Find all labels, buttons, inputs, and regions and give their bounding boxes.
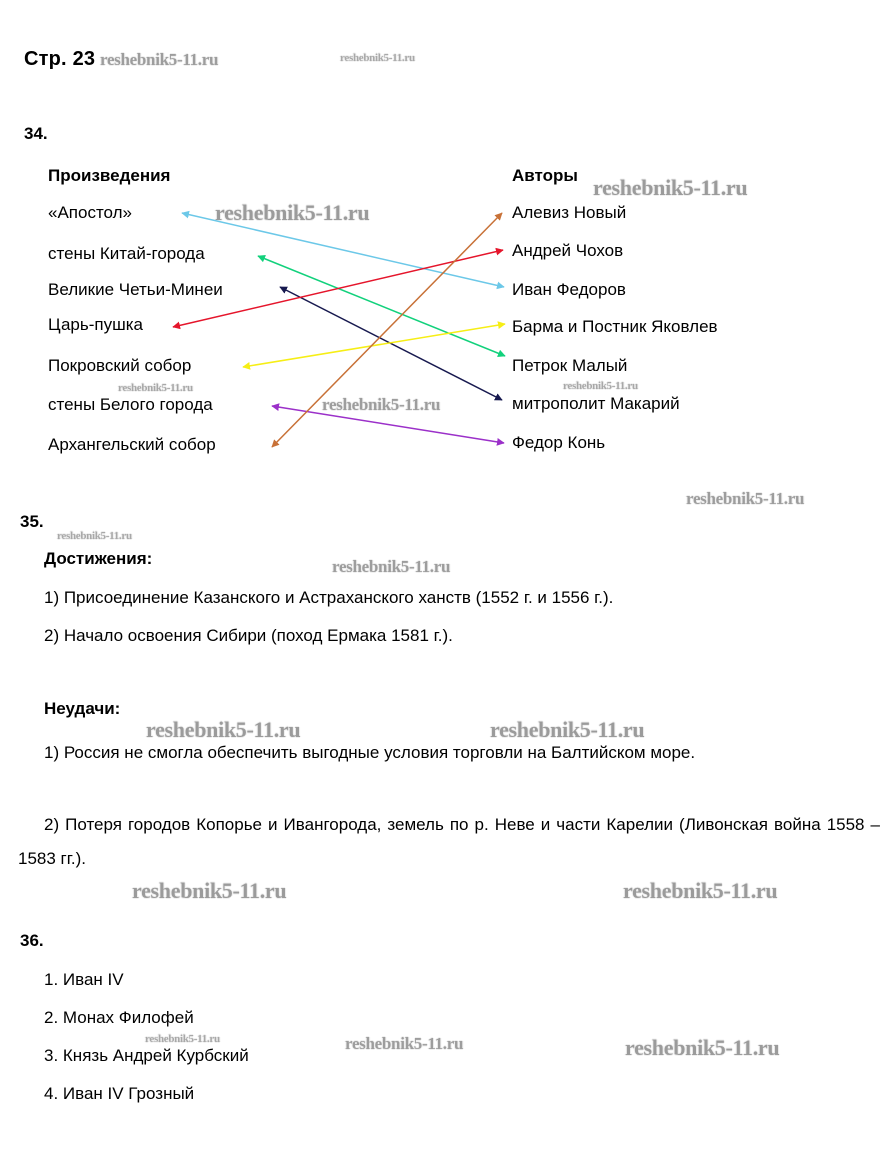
ex36-list-item-2: 2. Монах Филофей [44,1008,194,1027]
author-item-6[interactable]: митрополит Макарий [512,394,680,413]
match-arrow-5 [242,321,506,370]
work-item-1[interactable]: «Апостол» [48,203,133,222]
achievement-item-2: 2) Начало освоения Сибири (поход Ермака … [44,626,453,645]
failure-item-2: 2) Потеря городов Копорье и Ивангорода, … [18,815,880,868]
watermark-14: reshebnik5-11.ru [145,1033,220,1045]
author-item-3[interactable]: Иван Федоров [512,280,626,299]
watermark-2: reshebnik5-11.ru [215,200,370,225]
watermark-9: reshebnik5-11.ru [332,557,451,576]
watermark-5: reshebnik5-11.ru [322,395,441,414]
work-item-3[interactable]: Великие Четьи-Минеи [48,280,223,299]
page-title: Стр. 23 [24,48,96,70]
watermark-16: reshebnik5-11.ru [625,1035,780,1060]
watermark-15: reshebnik5-11.ru [345,1034,464,1053]
work-item-6[interactable]: стены Белого города [48,395,213,414]
author-item-5[interactable]: Петрок Малый [512,356,628,375]
match-arrow-2 [257,255,506,357]
ex36-list-item-4: 4. Иван IV Грозный [44,1084,195,1103]
watermark-4: reshebnik5-11.ru [118,382,193,394]
watermark-13: reshebnik5-11.ru [623,878,778,903]
achievements-heading: Достижения: [44,549,153,568]
ex36-list-item-3: 3. Князь Андрей Курбский [44,1046,249,1065]
match-arrow-7 [271,212,503,448]
watermark-7: reshebnik5-11.ru [686,489,805,508]
match-arrow-6 [271,403,505,446]
exercise-36-number: 36. [20,931,44,950]
watermark-0: reshebnik5-11.ru [100,50,219,69]
failures-heading: Неудачи: [44,699,121,718]
achievement-item-1: 1) Присоединение Казанского и Астраханск… [44,588,614,607]
exercise-35-number: 35. [20,512,44,531]
author-item-1[interactable]: Алевиз Новый [512,203,627,222]
watermark-12: reshebnik5-11.ru [132,878,287,903]
match-arrow-3 [279,286,503,401]
watermark-8: reshebnik5-11.ru [57,530,132,542]
exercise-34-number: 34. [24,124,48,143]
failure-item-1: 1) Россия не смогла обеспечить выгодные … [44,743,696,762]
author-item-4[interactable]: Барма и Постник Яковлев [512,317,718,336]
match-arrow-1 [181,210,505,290]
column-heading-authors: Авторы [512,166,578,185]
column-heading-works: Произведения [48,166,171,185]
author-item-2[interactable]: Андрей Чохов [512,241,624,260]
ex36-list-item-1: 1. Иван IV [44,970,124,989]
work-item-7[interactable]: Архангельский собор [48,435,216,454]
work-item-4[interactable]: Царь-пушка [48,315,143,334]
watermark-1: reshebnik5-11.ru [340,52,415,64]
watermark-3: reshebnik5-11.ru [593,175,748,200]
watermark-6: reshebnik5-11.ru [563,380,638,392]
work-item-5[interactable]: Покровский собор [48,356,192,375]
work-item-2[interactable]: стены Китай-города [48,244,205,263]
author-item-7[interactable]: Федор Конь [512,433,606,452]
